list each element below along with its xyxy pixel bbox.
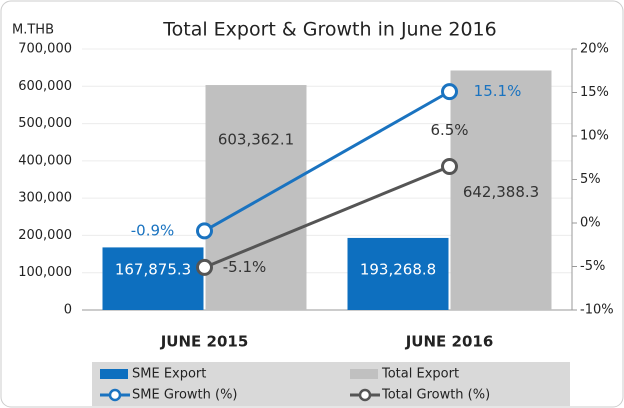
y2-tick-label: 5%: [580, 172, 601, 187]
y-axis-label: M.THB: [12, 23, 54, 38]
bar-value-label: 642,388.3: [463, 183, 539, 201]
bar-value-label: 167,875.3: [115, 261, 191, 279]
legend-box: [92, 362, 570, 406]
line-value-label: 15.1%: [474, 82, 522, 100]
bar: [450, 70, 552, 311]
y-tick-label: 700,000: [18, 42, 72, 57]
line-point: [441, 157, 458, 175]
line-point: [441, 83, 458, 101]
y-tick-label: 400,000: [18, 153, 72, 168]
y-tick-label: 300,000: [18, 191, 72, 206]
legend-swatch: [100, 369, 128, 379]
bar: [347, 237, 449, 310]
y2-tick-label: 20%: [580, 42, 609, 57]
legend-marker: [358, 388, 372, 402]
x-tick-label: JUNE 2016: [405, 333, 494, 351]
legend-label: SME Export: [132, 367, 206, 382]
y-tick-label: 100,000: [18, 265, 72, 280]
bar: [102, 247, 204, 310]
y2-tick-label: 10%: [580, 129, 609, 144]
y2-tick-label: -10%: [580, 303, 614, 318]
y2-tick-label: -5%: [580, 259, 605, 274]
y2-tick-label: 0%: [580, 216, 601, 231]
line-point: [196, 222, 213, 240]
legend-marker: [108, 388, 122, 402]
x-tick-label: JUNE 2015: [160, 333, 249, 351]
legend-swatch: [350, 369, 378, 379]
bar-value-label: 193,268.8: [360, 261, 436, 279]
y-tick-label: 600,000: [18, 79, 72, 94]
bar-value-label: 603,362.1: [218, 131, 294, 149]
line-point: [196, 258, 213, 276]
y-tick-label: 500,000: [18, 116, 72, 131]
line-value-label: -0.9%: [131, 221, 175, 239]
line-value-label: 6.5%: [430, 121, 468, 139]
legend-label: Total Export: [381, 367, 459, 382]
bar: [205, 85, 307, 310]
line-value-label: -5.1%: [223, 258, 267, 276]
y2-tick-label: 15%: [580, 85, 609, 100]
legend-label: SME Growth (%): [132, 388, 238, 403]
line: [203, 90, 451, 233]
legend-label: Total Growth (%): [381, 388, 490, 403]
chart-title: Total Export & Growth in June 2016: [162, 19, 496, 41]
y-tick-label: 0: [64, 303, 72, 318]
y-tick-label: 200,000: [18, 228, 72, 243]
line: [203, 165, 451, 269]
